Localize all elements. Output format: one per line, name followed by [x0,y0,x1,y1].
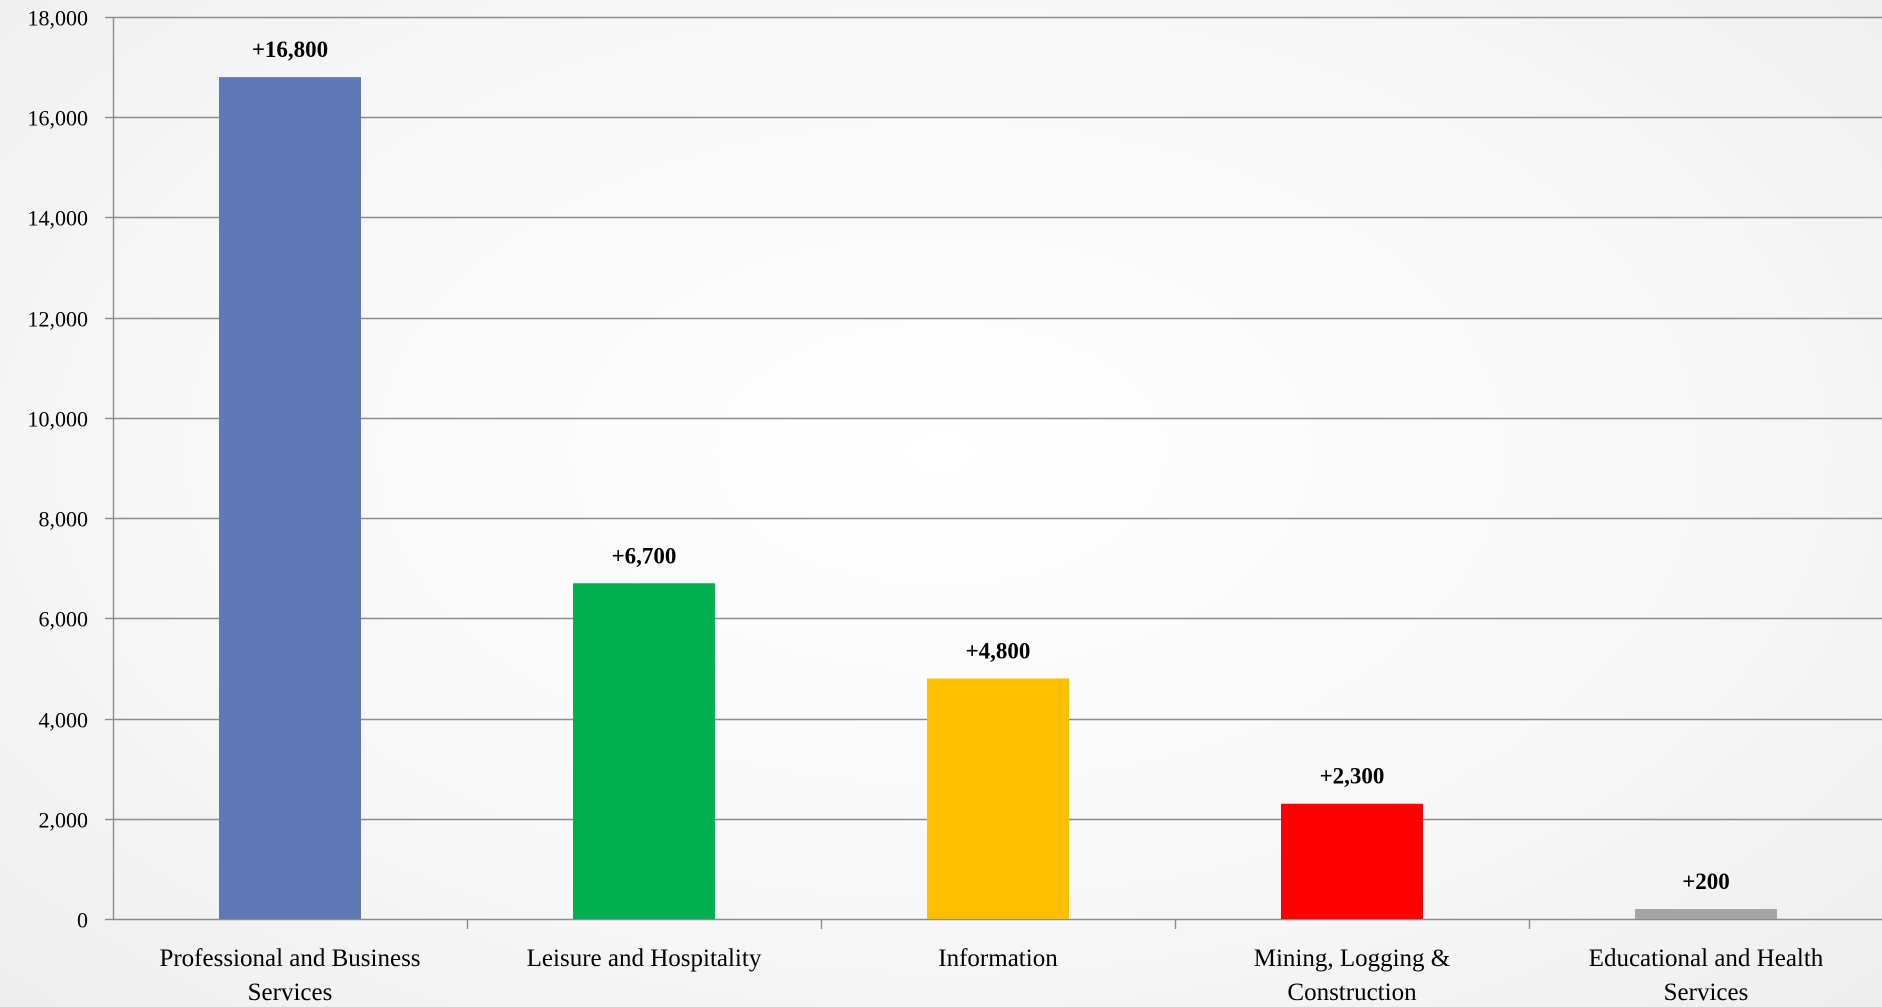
y-tick-label: 4,000 [39,708,89,733]
y-tick-label: 14,000 [28,206,89,231]
bar [1635,908,1777,919]
data-label: +200 [1682,869,1730,894]
bars [219,77,1777,920]
category-label: Construction [1287,979,1417,1006]
y-tick-label: 16,000 [28,106,89,131]
bar [927,678,1069,919]
y-tick-label: 6,000 [39,607,89,632]
bar [219,77,361,920]
axes [105,16,1882,929]
category-label: Services [248,979,333,1006]
y-tick-label: 2,000 [39,808,89,833]
y-tick-label: 12,000 [28,307,89,332]
y-tick-label: 10,000 [28,407,89,432]
category-label: Educational and Health [1589,945,1824,972]
gridlines [113,16,1882,821]
y-tick-label: 8,000 [39,507,89,532]
data-label: +16,800 [252,37,328,62]
bar [573,583,715,919]
y-tick-label: 18,000 [28,6,89,31]
y-tick-label: 0 [77,908,88,933]
category-label: Mining, Logging & [1254,945,1451,972]
data-label: +4,800 [966,638,1031,663]
category-label: Information [938,945,1058,972]
bar [1281,803,1423,919]
category-label: Professional and Business [159,945,420,972]
labels: 0 2,000 4,000 6,000 8,000 10,000 12,000 14,000 1… [28,6,1824,1007]
data-label: +2,300 [1320,764,1385,789]
data-label: +6,700 [612,543,677,568]
category-label: Services [1664,979,1749,1006]
category-label: Leisure and Hospitality [527,945,762,972]
